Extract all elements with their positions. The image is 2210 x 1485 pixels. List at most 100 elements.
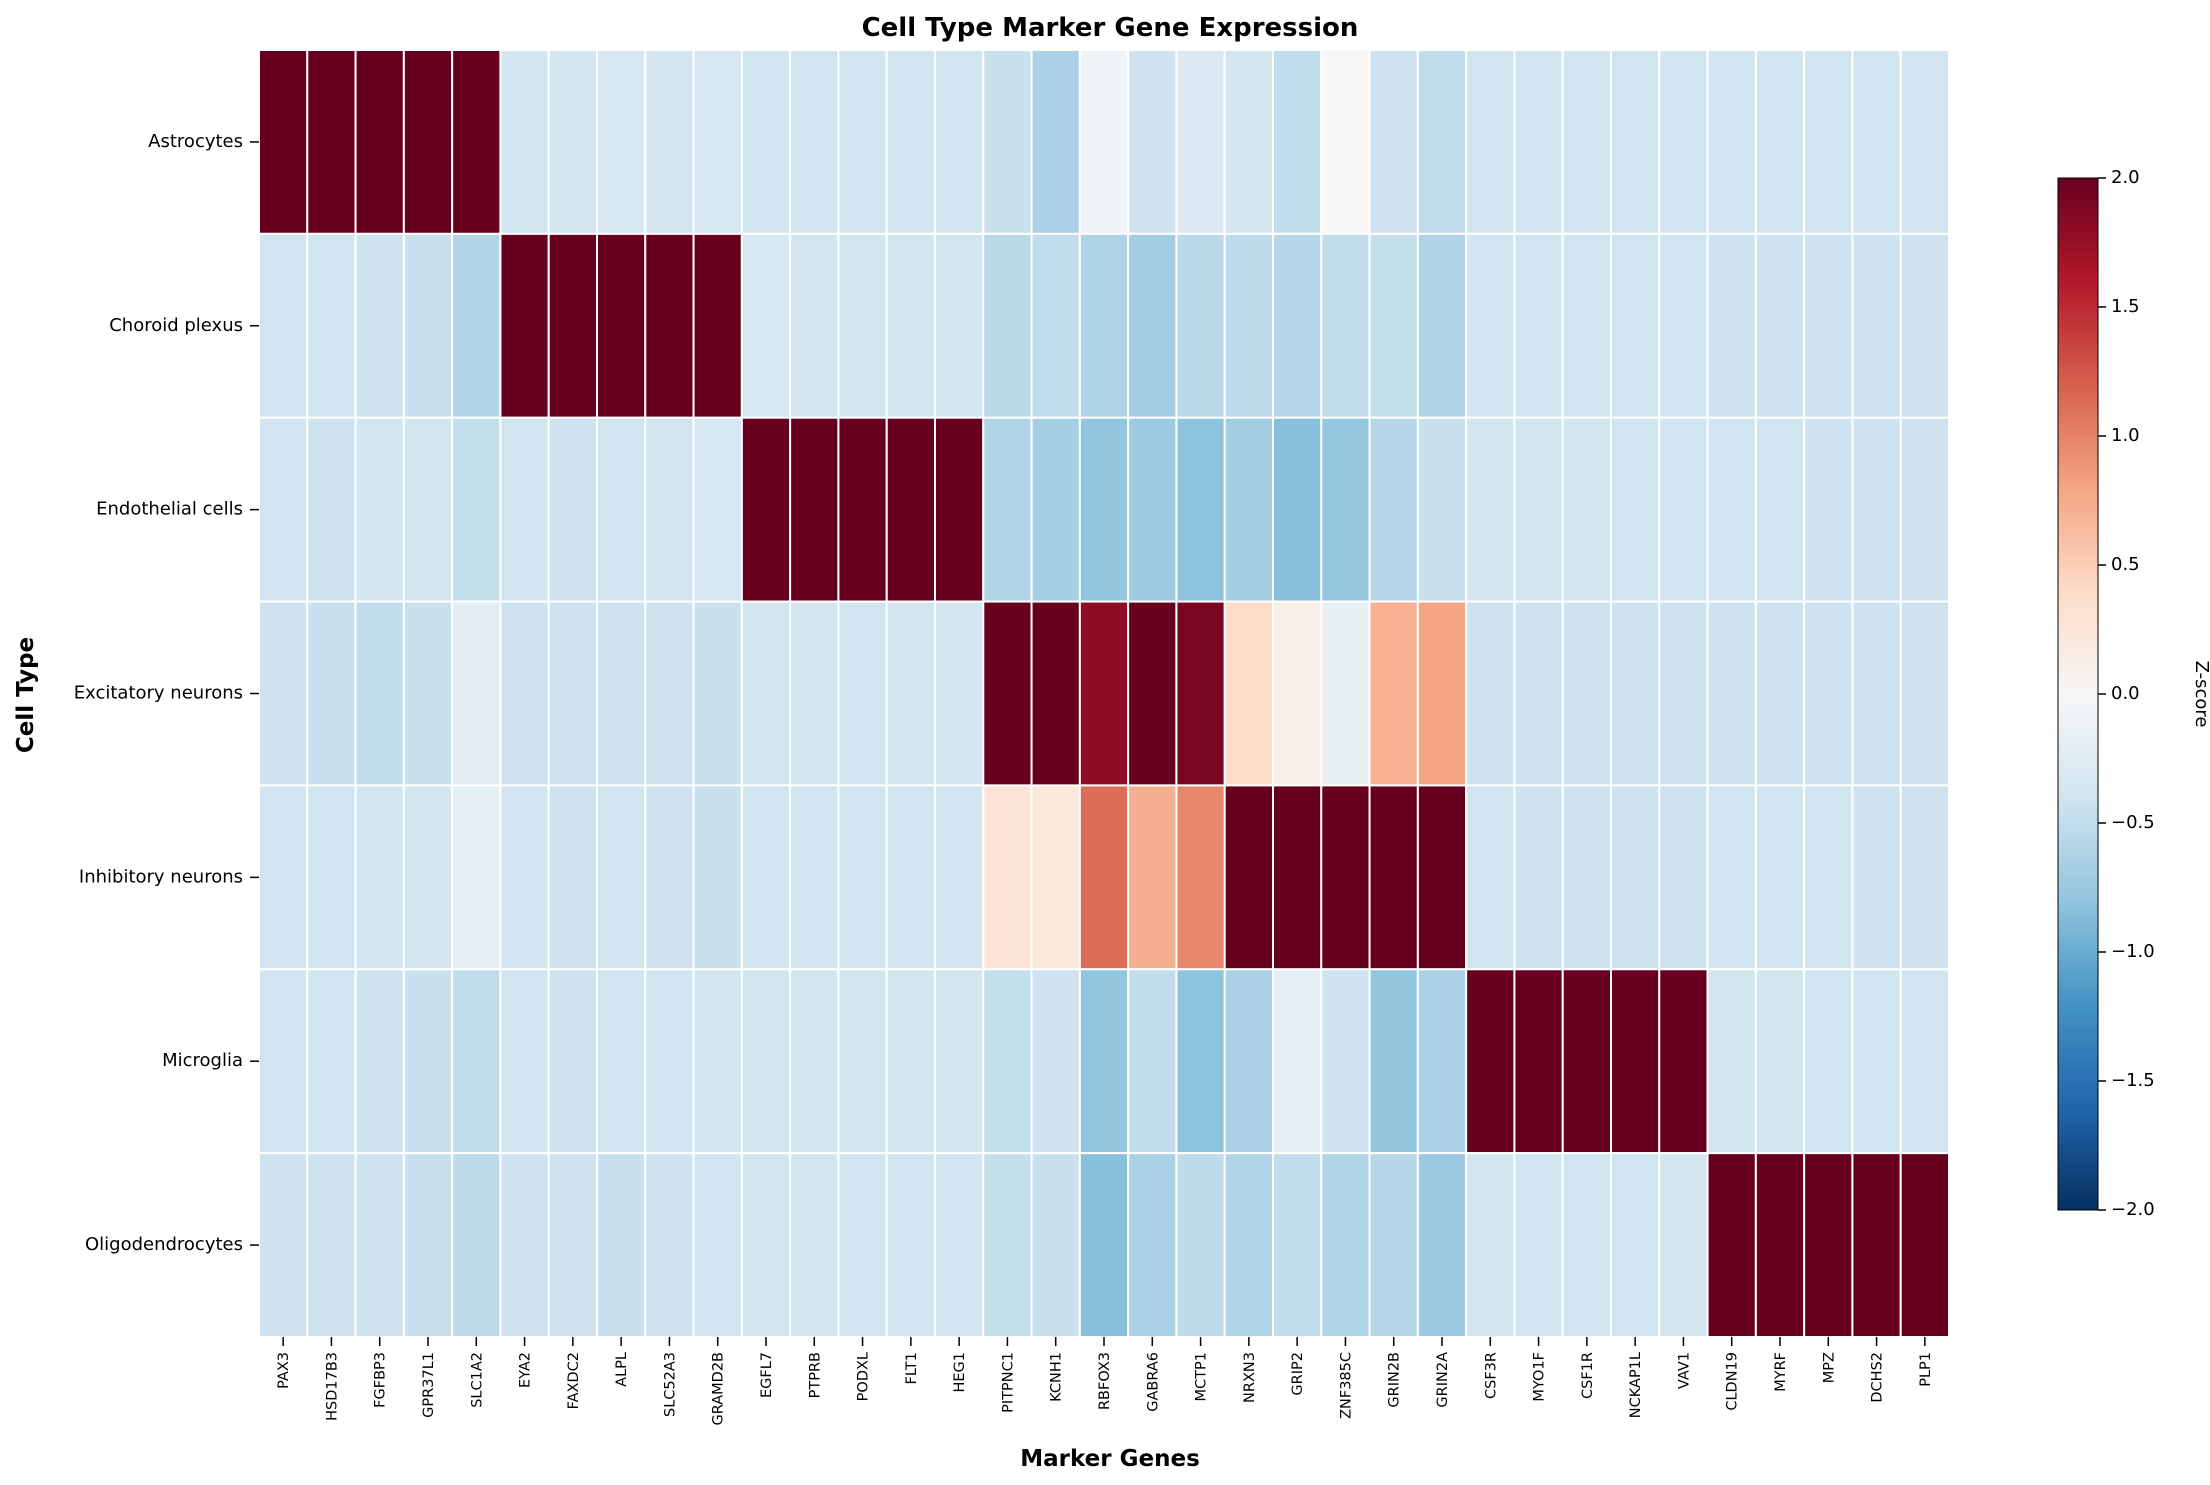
heatmap-cell — [1030, 232, 1081, 419]
heatmap-cell — [1899, 600, 1950, 787]
heatmap-cell — [1223, 232, 1274, 419]
heatmap-cell — [837, 784, 888, 971]
heatmap-cell — [547, 49, 599, 235]
heatmap-cell — [1803, 968, 1854, 1155]
heatmap-cell — [1416, 968, 1468, 1155]
heatmap-cell — [354, 416, 405, 603]
heatmap-cell — [1127, 600, 1178, 787]
row-labels: Astrocytes Choroid plexus Endothelial cell… — [74, 131, 259, 1255]
heatmap-cell — [547, 600, 599, 787]
heatmap-cell — [1706, 1152, 1757, 1338]
heatmap-cell — [1078, 968, 1130, 1155]
column-label: EGFL7 — [759, 1352, 775, 1398]
heatmap-cell — [306, 968, 357, 1155]
heatmap-cell — [1513, 600, 1564, 787]
heatmap-cell — [1416, 1152, 1468, 1338]
colorbar-gradient — [2057, 177, 2099, 1211]
heatmap-cell — [1851, 1152, 1902, 1338]
heatmap-cell — [402, 232, 454, 419]
heatmap-cell — [402, 416, 454, 603]
heatmap-cell — [547, 1152, 599, 1338]
column-label: SLC1A2 — [469, 1352, 485, 1408]
heatmap-cell — [451, 968, 502, 1155]
column-label: HEG1 — [952, 1352, 968, 1393]
heatmap-cell — [354, 1152, 405, 1338]
heatmap-cell — [934, 968, 985, 1155]
heatmap-cell — [1754, 232, 1806, 419]
heatmap-cell — [1078, 416, 1130, 603]
column-label: ZNF385C — [1338, 1352, 1354, 1419]
heatmap-cell — [1706, 49, 1757, 235]
column-label: GRIN2A — [1435, 1352, 1451, 1408]
heatmap-cell — [1658, 968, 1709, 1155]
heatmap-cell — [1368, 600, 1419, 787]
heatmap-cell — [1803, 232, 1854, 419]
heatmap-cell — [885, 49, 937, 235]
heatmap-cell — [1610, 1152, 1661, 1338]
column-label: VAV1 — [1676, 1352, 1692, 1389]
heatmap-cell — [1272, 232, 1323, 419]
heatmap-cell — [1851, 416, 1902, 603]
heatmap-cell — [1272, 416, 1323, 603]
heatmap-cell — [1706, 968, 1757, 1155]
column-label: PODXL — [856, 1352, 872, 1401]
heatmap-cell — [885, 232, 937, 419]
heatmap-cell — [644, 600, 695, 787]
heatmap-cell — [1272, 1152, 1323, 1338]
column-label: FGFBP3 — [373, 1352, 389, 1408]
heatmap-cell — [934, 49, 985, 235]
heatmap-cell — [354, 968, 405, 1155]
heatmap-cell — [1513, 49, 1564, 235]
column-label: PLP1 — [1918, 1352, 1934, 1387]
heatmap-cell — [1610, 49, 1661, 235]
heatmap-cell — [1223, 784, 1274, 971]
column-label: CSF1R — [1580, 1352, 1596, 1399]
heatmap-cell — [982, 416, 1033, 603]
heatmap-cell — [402, 1152, 454, 1338]
heatmap-cell — [1465, 968, 1516, 1155]
heatmap-cell — [837, 968, 888, 1155]
heatmap-cell — [451, 1152, 502, 1338]
column-label: CLDN19 — [1725, 1352, 1741, 1411]
heatmap-cell — [547, 416, 599, 603]
heatmap-cell — [789, 232, 840, 419]
heatmap-cell — [1851, 232, 1902, 419]
heatmap-cell — [1030, 784, 1081, 971]
heatmap-cell — [596, 784, 647, 971]
heatmap-cell — [789, 600, 840, 787]
heatmap-cell — [596, 600, 647, 787]
row-label: Oligodendrocytes — [85, 1234, 243, 1255]
heatmap-cell — [306, 416, 357, 603]
column-label: KCNH1 — [1049, 1352, 1065, 1402]
heatmap-cell — [1175, 1152, 1226, 1338]
column-label: FLT1 — [904, 1352, 920, 1385]
heatmap-cell — [1899, 968, 1950, 1155]
heatmap-cell — [982, 1152, 1033, 1338]
heatmap-cell — [258, 784, 309, 971]
heatmap-cell — [596, 1152, 647, 1338]
column-label: GRIN2B — [1387, 1352, 1403, 1408]
heatmap-cell — [692, 232, 743, 419]
heatmap-cell — [789, 1152, 840, 1338]
heatmap-cell — [934, 232, 985, 419]
heatmap-cell — [1030, 49, 1081, 235]
heatmap-cell — [692, 600, 743, 787]
heatmap-cell — [1899, 49, 1950, 235]
heatmap-cell — [1465, 784, 1516, 971]
heatmap-cell — [644, 232, 695, 419]
heatmap-cell — [1465, 600, 1516, 787]
heatmap-cell — [451, 600, 502, 787]
heatmap-cell — [644, 416, 695, 603]
heatmap-cell — [596, 416, 647, 603]
heatmap-cell — [1127, 968, 1178, 1155]
heatmap-cell — [1320, 968, 1371, 1155]
heatmap-cells — [258, 49, 1950, 1338]
heatmap-cell — [596, 968, 647, 1155]
heatmap-cell — [1513, 1152, 1564, 1338]
heatmap-cell — [1803, 784, 1854, 971]
heatmap-cell — [1851, 968, 1902, 1155]
heatmap-cell — [934, 784, 985, 971]
heatmap-cell — [258, 1152, 309, 1338]
heatmap-cell — [837, 232, 888, 419]
heatmap-cell — [1610, 968, 1661, 1155]
